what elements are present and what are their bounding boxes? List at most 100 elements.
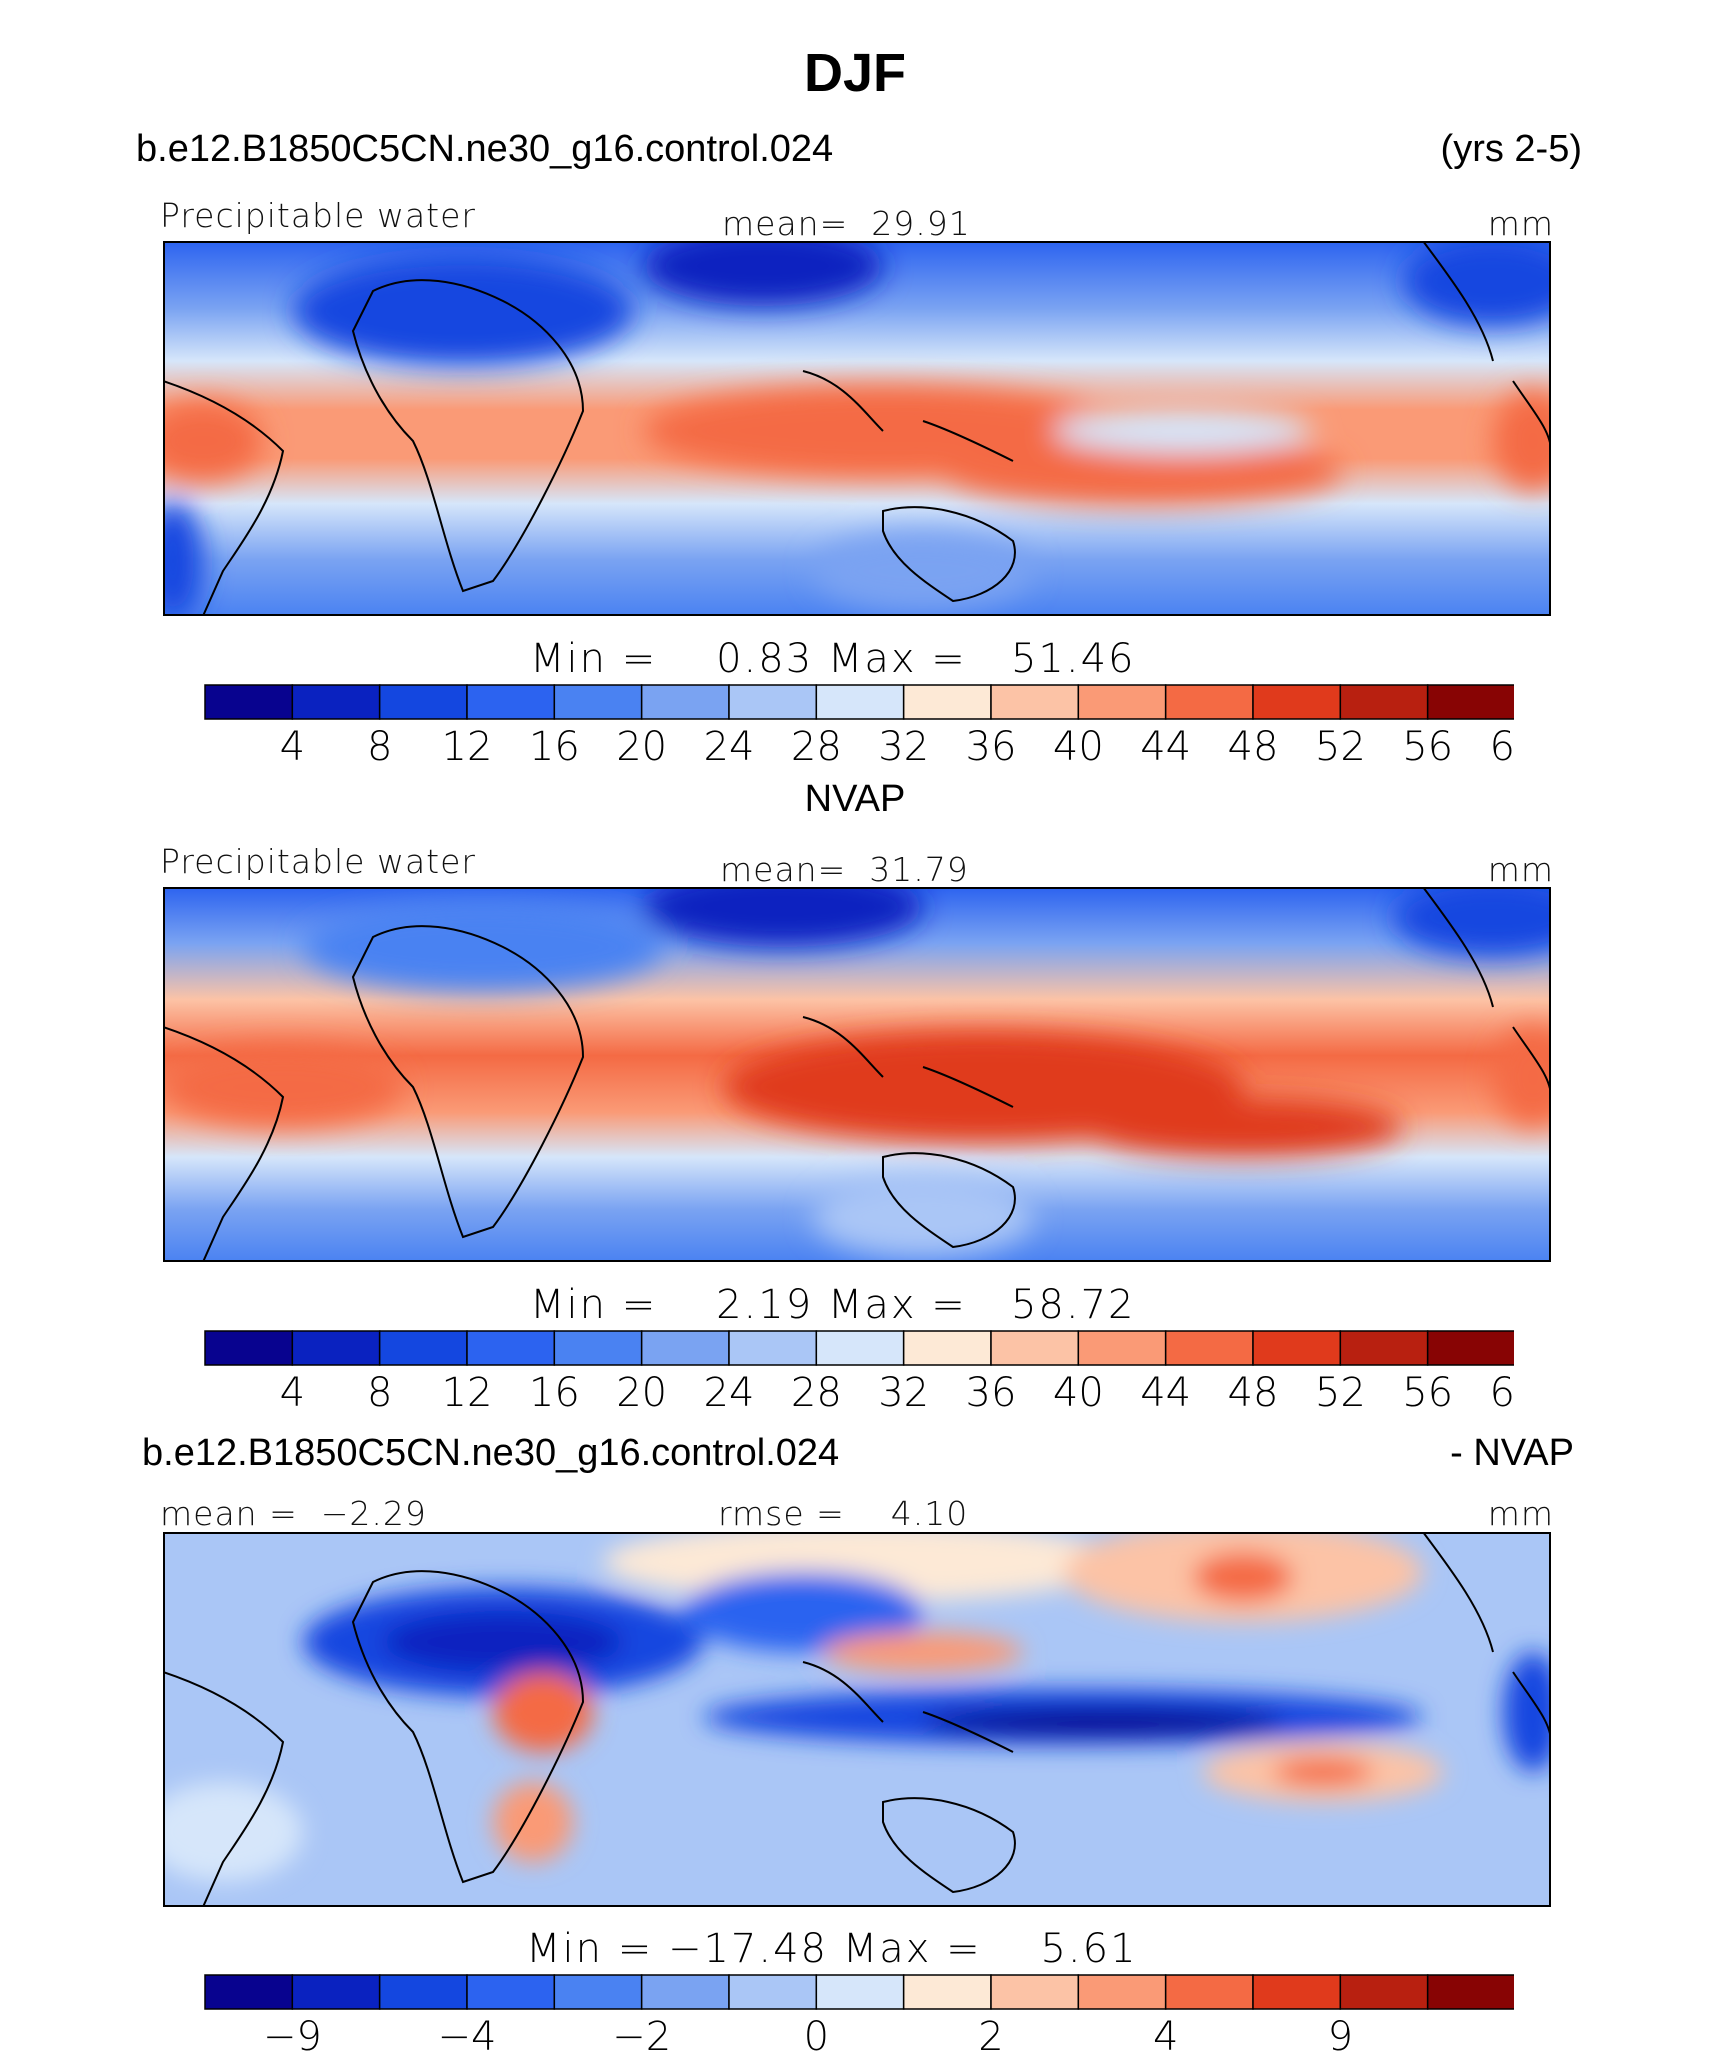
panel1-max-value: 51.46 <box>1010 636 1136 682</box>
colorbar-swatch <box>640 1330 730 1366</box>
colorbar-tick-label: 9 <box>1328 2014 1353 2058</box>
panel3-frame <box>163 1532 1551 1907</box>
panel2-minmax: Min = 2.19 Max = 58.72 <box>530 1282 1135 1328</box>
colorbar-tick-label: 40 <box>1053 1370 1104 1414</box>
colorbar-swatch <box>553 1330 643 1366</box>
diff-case-name: b.e12.B1850C5CN.ne30_g16.control.024 <box>142 1432 840 1474</box>
panel2-colorbar: 4812162024283236404448525660 <box>204 1330 1514 1414</box>
panel2-units: mm <box>1487 850 1554 889</box>
colorbar-swatch <box>1339 684 1429 720</box>
colorbar-tick-label: 24 <box>704 724 755 768</box>
panel1-min-value: 0.83 <box>716 636 814 682</box>
figure-title: DJF <box>803 43 906 103</box>
panel3-rmse: rmse = 4.10 <box>718 1494 968 1533</box>
panel3-units: mm <box>1487 1494 1554 1533</box>
colorbar-tick-label: 40 <box>1053 724 1104 768</box>
colorbar-tick-label: 8 <box>367 724 392 768</box>
colorbar-swatch <box>378 1974 468 2010</box>
colorbar-tick-label: 16 <box>529 724 580 768</box>
colorbar-swatch <box>466 1330 556 1366</box>
colorbar-tick-label: 4 <box>1153 2014 1178 2058</box>
panel1-min-label: Min = <box>530 636 658 682</box>
panel2-map <box>163 887 1551 1262</box>
colorbar-swatch <box>902 684 992 720</box>
panel2-max-label: Max = <box>827 1282 967 1328</box>
colorbar-swatch <box>1077 684 1167 720</box>
colorbar-swatch <box>378 684 468 720</box>
colorbar-swatch <box>466 1974 556 2010</box>
colorbar-swatch <box>553 1974 643 2010</box>
colorbar-tick-label: 24 <box>704 1370 755 1414</box>
panel3-min-value: −17.48 <box>667 1926 828 1972</box>
panel3-rmse-label: rmse = <box>718 1494 845 1533</box>
colorbar-swatch <box>378 1330 468 1366</box>
panel2-mean-value: 31.79 <box>869 850 969 889</box>
colorbar-swatch <box>1339 1974 1429 2010</box>
panel3-map <box>163 1532 1551 1907</box>
colorbar-swatch <box>728 1974 818 2010</box>
colorbar-swatch <box>1164 1974 1254 2010</box>
panel3-mean-label: mean = <box>160 1494 298 1533</box>
colorbar-tick-label: 12 <box>442 1370 493 1414</box>
panel3-rmse-value: 4.10 <box>890 1494 969 1533</box>
colorbar-swatch <box>990 1330 1080 1366</box>
colorbar-swatch <box>1252 1974 1342 2010</box>
colorbar-swatch <box>204 684 294 720</box>
colorbar-swatch <box>204 1974 294 2010</box>
panel3-mean-value: −2.29 <box>320 1494 427 1533</box>
panel2-mean: mean= 31.79 <box>720 850 969 889</box>
panel3-mean: mean = −2.29 <box>160 1494 427 1533</box>
panel1-mean: mean= 29.91 <box>722 204 971 243</box>
colorbar-swatch <box>1077 1330 1167 1366</box>
colorbar-tick-label: 36 <box>966 1370 1017 1414</box>
colorbar-tick-label: 52 <box>1315 1370 1366 1414</box>
colorbar-swatch <box>553 684 643 720</box>
colorbar-swatch <box>640 1974 730 2010</box>
panel2-mean-label: mean= <box>720 850 847 889</box>
colorbar-tick-label: −4 <box>438 2014 497 2058</box>
colorbar-tick-label: 36 <box>966 724 1017 768</box>
panel2-min-value: 2.19 <box>716 1282 814 1328</box>
panel3-min-label: Min = <box>526 1926 654 1972</box>
colorbar-tick-label: −2 <box>612 2014 671 2058</box>
colorbar-swatch <box>204 1330 294 1366</box>
panel1-mean-label: mean= <box>722 204 849 243</box>
colorbar-swatch <box>640 684 730 720</box>
colorbar-swatch <box>1164 684 1254 720</box>
colorbar-tick-label: 16 <box>529 1370 580 1414</box>
obs-name: NVAP <box>804 778 906 820</box>
colorbar-tick-label: 20 <box>616 1370 667 1414</box>
panel3-max-value: 5.61 <box>1040 1926 1138 1972</box>
colorbar-tick-label: 44 <box>1140 1370 1191 1414</box>
colorbar-swatch <box>1426 684 1514 720</box>
colorbar-swatch <box>466 684 556 720</box>
panel1-map <box>163 241 1551 616</box>
colorbar-swatch <box>1426 1330 1514 1366</box>
colorbar-swatch <box>902 1330 992 1366</box>
colorbar-swatch <box>815 1974 905 2010</box>
panel1-max-label: Max = <box>827 636 967 682</box>
years-label: (yrs 2-5) <box>1440 128 1582 170</box>
panel2-min-label: Min = <box>530 1282 658 1328</box>
colorbar-tick-label: 2 <box>978 2014 1003 2058</box>
colorbar-swatch <box>902 1974 992 2010</box>
panel3-colorbar: −9 −4 −2 0 2 4 9 <box>204 1974 1514 2058</box>
colorbar-swatch <box>728 684 818 720</box>
panel3-coastlines <box>163 1532 1551 1907</box>
panel1-mean-value: 29.91 <box>871 204 971 243</box>
colorbar-swatch <box>728 1330 818 1366</box>
panel3-minmax: Min = −17.48 Max = 5.61 <box>526 1926 1138 1972</box>
panel2-frame <box>163 887 1551 1262</box>
colorbar-tick-label: 56 <box>1402 724 1453 768</box>
colorbar-swatch <box>815 1330 905 1366</box>
colorbar-swatch <box>291 1330 381 1366</box>
colorbar-tick-label: −9 <box>263 2014 322 2058</box>
colorbar-swatch <box>990 684 1080 720</box>
colorbar-tick-label: 4 <box>280 724 305 768</box>
colorbar-tick-label: 0 <box>804 2014 829 2058</box>
colorbar-swatch <box>1164 1330 1254 1366</box>
colorbar-swatch <box>1252 684 1342 720</box>
colorbar-tick-label: 20 <box>616 724 667 768</box>
colorbar-tick-label: 52 <box>1315 724 1366 768</box>
colorbar-tick-label: 60 <box>1490 724 1514 768</box>
